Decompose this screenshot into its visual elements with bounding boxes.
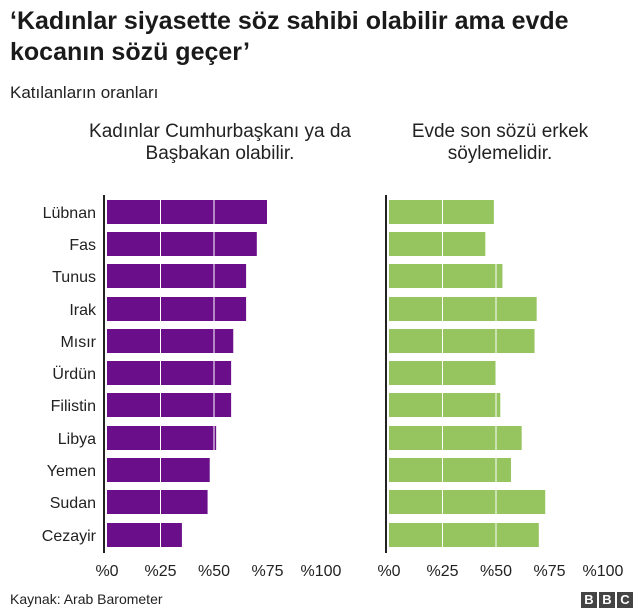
tick-label: %75 <box>251 563 283 580</box>
bar <box>107 426 217 450</box>
category-label: Fas <box>69 237 96 254</box>
tick-label: %75 <box>533 563 565 580</box>
bar <box>389 200 494 224</box>
bar <box>107 200 268 224</box>
bar <box>389 232 486 256</box>
bar <box>389 523 539 547</box>
bar <box>107 393 232 417</box>
bar <box>107 523 182 547</box>
bar <box>389 426 522 450</box>
category-label: Irak <box>69 302 97 319</box>
category-label: Tunus <box>52 269 96 286</box>
category-label: Mısır <box>60 334 96 351</box>
chart-title: ‘Kadınlar siyasette söz sahibi olabilir … <box>10 7 569 66</box>
bar <box>389 393 501 417</box>
category-label: Lübnan <box>43 205 96 222</box>
bar <box>389 297 537 321</box>
bar <box>107 458 210 482</box>
bbc-logo-letter: C <box>617 592 633 608</box>
tick-label: %50 <box>480 563 512 580</box>
tick-label: %100 <box>301 563 342 580</box>
bar <box>107 361 232 385</box>
bar <box>389 264 503 288</box>
bar-chart: Lübnan Fas Tunus Irak Mısır Ürdün Filistin Liby… <box>42 195 624 580</box>
category-label: Yemen <box>47 463 96 480</box>
bbc-logo-letter: B <box>599 592 615 608</box>
bar <box>107 264 247 288</box>
tick-label: %0 <box>95 563 118 580</box>
bar <box>389 458 511 482</box>
category-label: Libya <box>58 431 96 448</box>
bar <box>389 490 546 514</box>
category-label: Sudan <box>50 495 96 512</box>
bar <box>107 297 247 321</box>
bar <box>107 490 208 514</box>
bbc-logo-letter: B <box>581 592 597 608</box>
bbc-logo: B B C <box>581 592 633 608</box>
chart-subtitle: Katılanların oranları <box>10 83 159 102</box>
bar <box>389 329 535 353</box>
tick-label: %25 <box>426 563 458 580</box>
tick-label: %25 <box>144 563 176 580</box>
bar <box>107 329 234 353</box>
category-label: Filistin <box>51 398 96 415</box>
panel-right-title: Evde son sözü erkek söylemelidir. <box>411 121 589 164</box>
source-note: Kaynak: Arab Barometer <box>10 591 163 607</box>
tick-label: %50 <box>198 563 230 580</box>
tick-label: %0 <box>377 563 400 580</box>
bar <box>107 232 257 256</box>
panel-left-title: Kadınlar Cumhurbaşkanı ya da Başbakan ol… <box>89 121 351 164</box>
category-label: Ürdün <box>52 365 96 383</box>
tick-label: %100 <box>583 563 624 580</box>
category-label: Cezayir <box>42 528 97 545</box>
